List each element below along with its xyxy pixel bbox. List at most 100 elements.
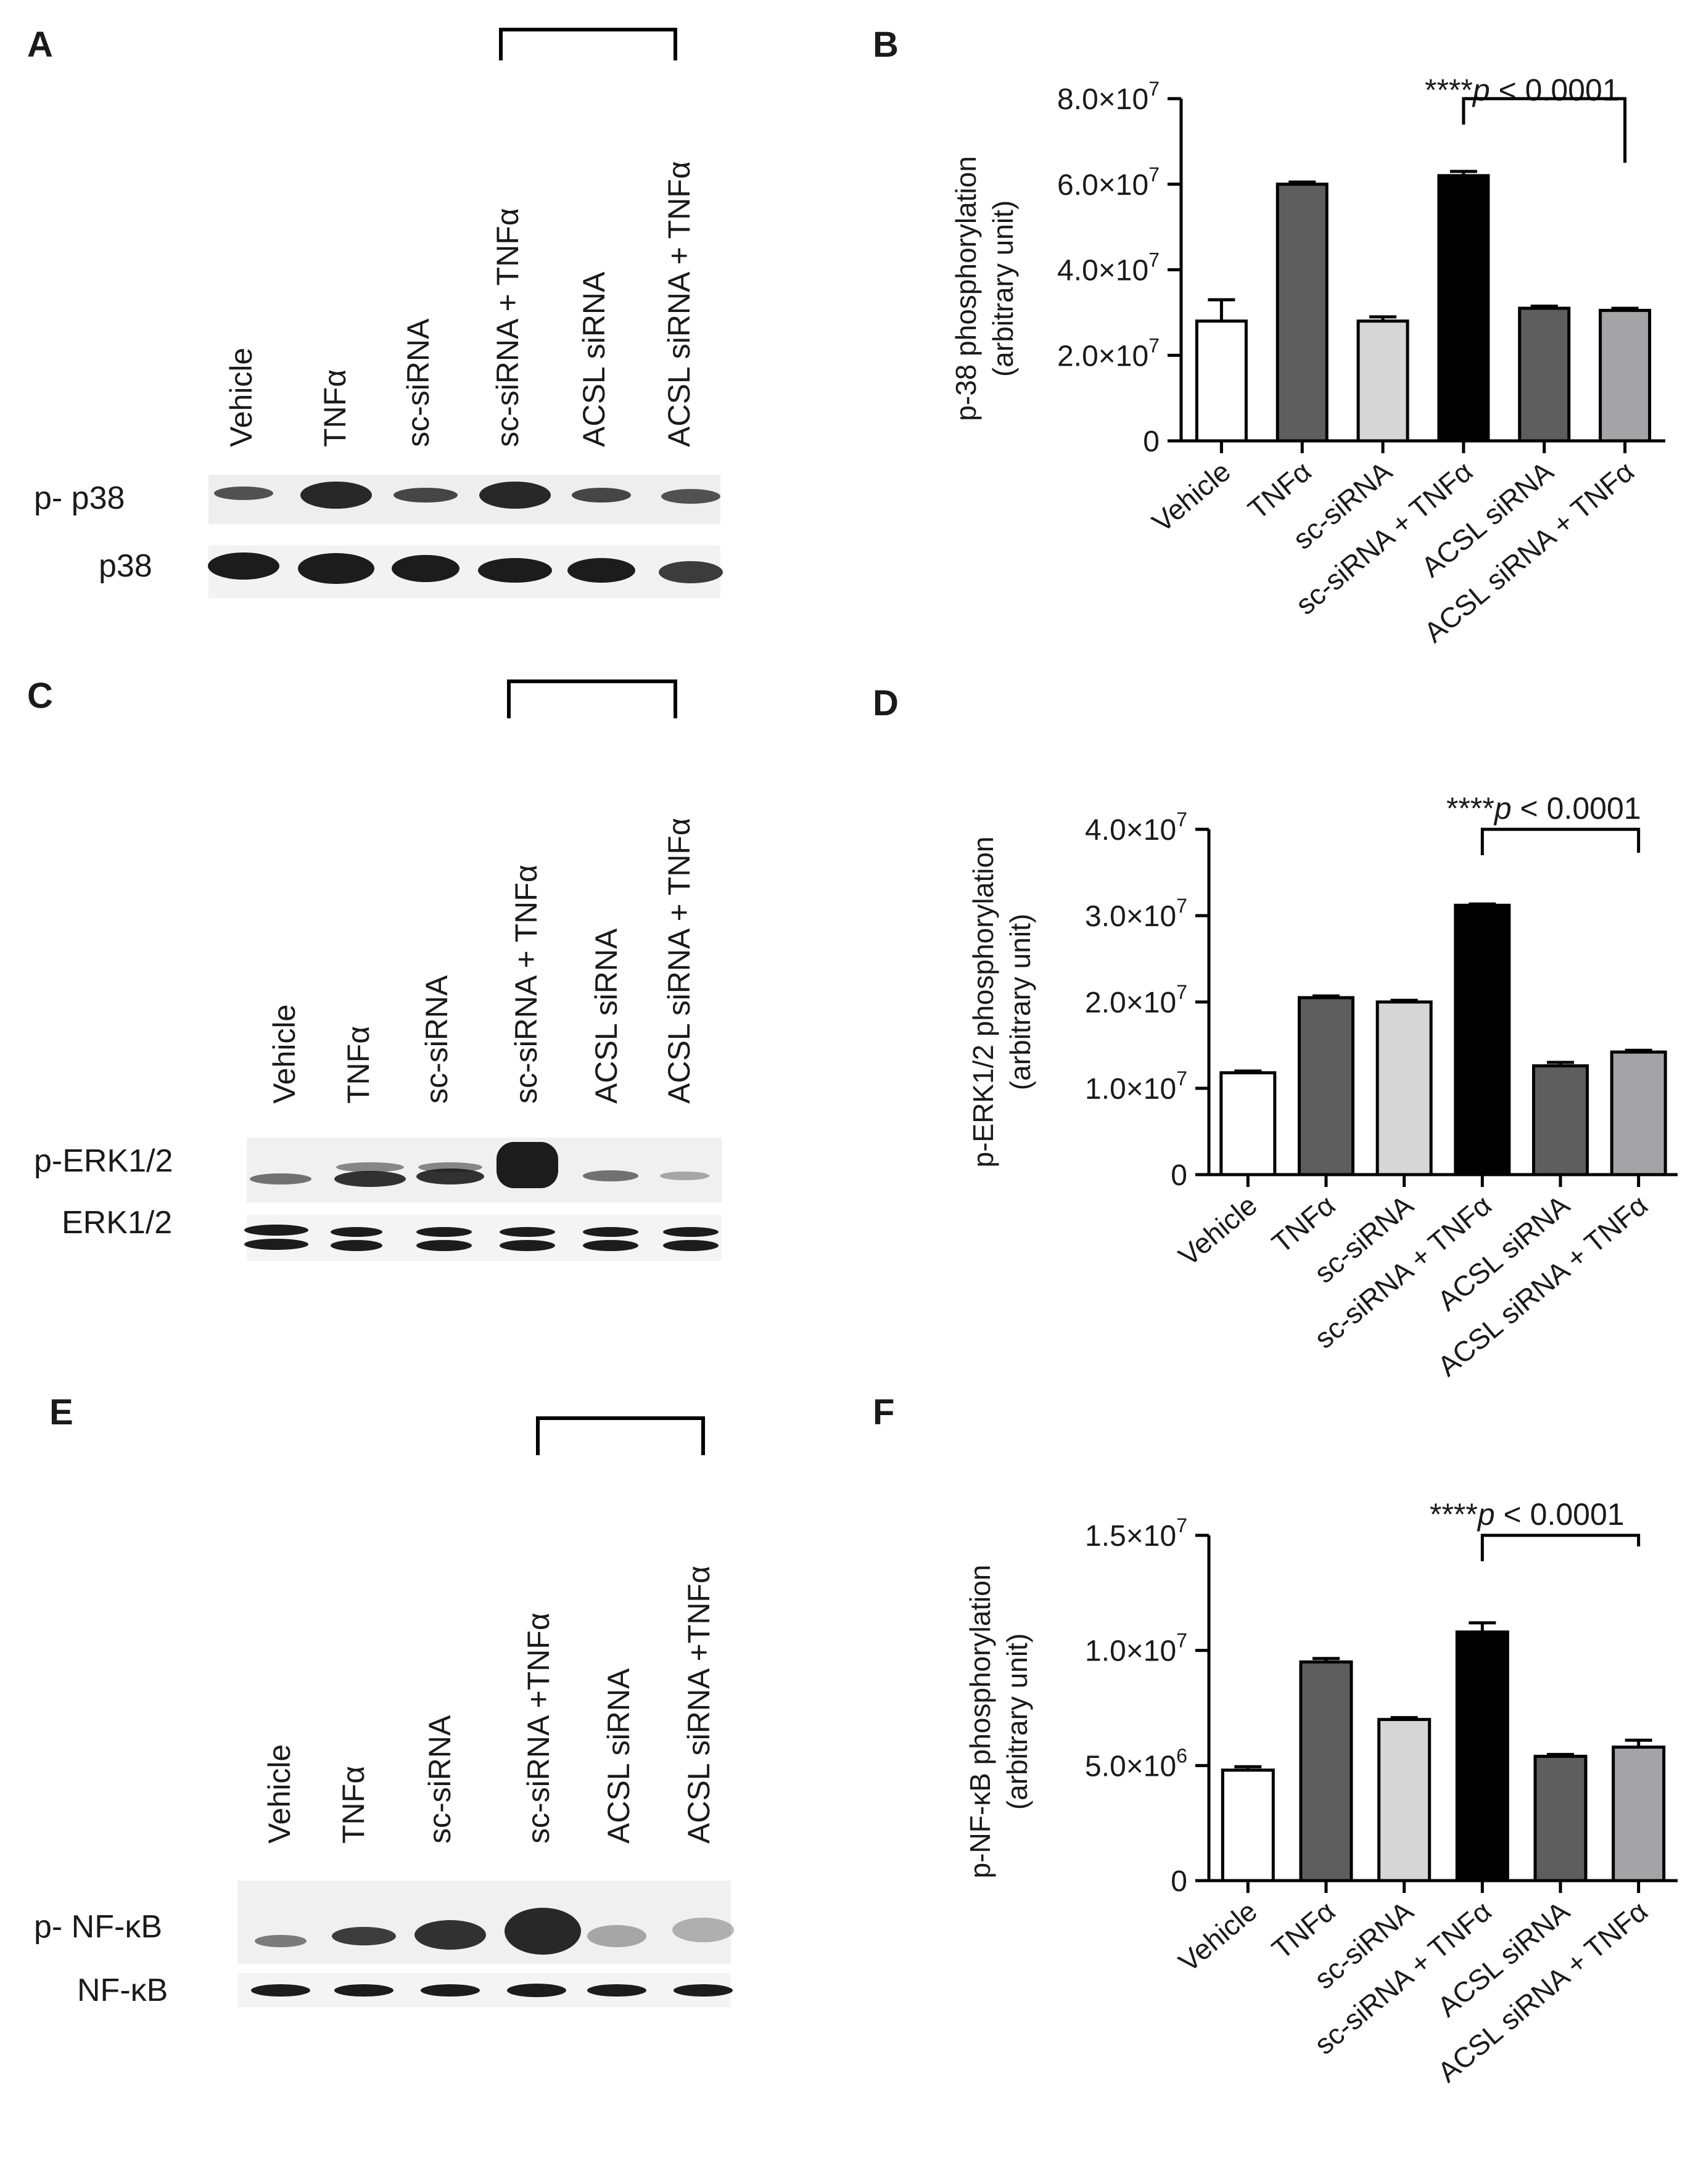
tick-exponent: 7 (1148, 249, 1160, 271)
tick-mantissa: 8.0×10 (1057, 83, 1148, 116)
y-tick-label: 3.0×107 (1085, 895, 1187, 933)
blot-bracket-c (507, 679, 677, 718)
p-symbol: p (1472, 73, 1490, 107)
y-tick-label: 4.0×107 (1085, 808, 1187, 847)
y-tick-label: 8.0×107 (1057, 78, 1160, 116)
band (583, 1240, 638, 1251)
bracket-line (1480, 827, 1641, 855)
tick-exponent: 7 (1176, 895, 1187, 917)
significance-label: ****p < 0.0001 (1425, 73, 1620, 107)
blot-row-label: NF-κB (77, 1973, 168, 2008)
lane-label: Vehicle (262, 1744, 297, 1844)
blot-bracket-e (536, 1416, 705, 1455)
tick-exponent: 7 (1148, 334, 1160, 356)
y-tick-label: 5.0×106 (1085, 1744, 1187, 1783)
band (392, 555, 459, 582)
blot-bands (244, 1142, 719, 1251)
y-axis-label-line1: p-NF-κB phosphorylation (964, 1565, 996, 1879)
lane-label: ACSL siRNA + TNFα (662, 161, 696, 447)
band (331, 1240, 382, 1251)
axes (1179, 99, 1665, 443)
band (214, 486, 273, 500)
lane-label: TNFα (341, 1026, 376, 1104)
significance-stars: **** (1446, 791, 1494, 826)
tick-exponent: 7 (1176, 1630, 1187, 1652)
bar (1437, 174, 1490, 443)
band (500, 1227, 555, 1237)
band (416, 1227, 472, 1237)
bar (1298, 996, 1354, 1176)
band (674, 1984, 733, 1997)
category-label: Vehicle (1146, 455, 1237, 538)
panel-e: E Vehicle TNFα sc-siRNA sc-siRNA +TNFα A… (34, 1392, 734, 2008)
band (244, 1239, 308, 1250)
tick-exponent: 7 (1148, 78, 1160, 100)
band (660, 1172, 709, 1180)
axes (1207, 1535, 1678, 1882)
tick-exponent: 7 (1148, 163, 1160, 186)
bar (1455, 1630, 1509, 1882)
bars (1219, 902, 1667, 1176)
p-value-text: < 0.0001 (1512, 791, 1641, 826)
blot-strip (237, 1881, 731, 1964)
band (416, 1168, 484, 1184)
y-tick-label: 1.5×107 (1085, 1514, 1187, 1553)
tick-mantissa: 5.0×10 (1085, 1750, 1176, 1783)
band (336, 1162, 404, 1172)
chart-d: D ****p < 0.0001 p-ERK1/2 phosphorylatio… (873, 683, 1678, 1382)
bars (1195, 170, 1652, 443)
tick-mantissa: 4.0×10 (1057, 255, 1148, 287)
band (500, 1240, 555, 1251)
blot-strip (247, 1138, 722, 1202)
y-axis-label-line2: (arbitrary unit) (1004, 914, 1036, 1090)
band (394, 488, 458, 503)
bar (1533, 1754, 1588, 1882)
y-tick-label: 1.0×107 (1085, 1630, 1187, 1668)
tick-mantissa: 3.0×10 (1085, 900, 1176, 933)
panel-label-d: D (873, 683, 899, 723)
panel-label-f: F (873, 1392, 894, 1432)
tick-exponent: 7 (1176, 808, 1187, 831)
lane-label: sc-siRNA (401, 318, 435, 447)
y-axis-label: p-NF-κB phosphorylation (arbitrary unit) (964, 1565, 1033, 1879)
significance-label: ****p < 0.0001 (1430, 1497, 1625, 1532)
significance-bracket (1480, 1533, 1641, 1561)
tick-mantissa: 2.0×10 (1085, 987, 1176, 1019)
bar (1518, 306, 1571, 443)
y-axis-label-line1: p-ERK1/2 phosphorylation (967, 837, 999, 1168)
y-axis-label-line2: (arbitrary unit) (1001, 1633, 1033, 1810)
y-ticks: 0 5.0×106 1.0×107 1.5×107 (1085, 1514, 1209, 1898)
lane-label: sc-siRNA +TNFα (521, 1612, 556, 1844)
lane-label: Vehicle (224, 348, 258, 447)
bar (1532, 1064, 1589, 1176)
blot-row-label: p38 (99, 548, 152, 584)
panel-label-b: B (873, 25, 899, 65)
bar (1377, 1718, 1432, 1882)
band (331, 1227, 382, 1237)
band (250, 1173, 311, 1184)
y-axis-label: p-ERK1/2 phosphorylation (arbitrary unit) (967, 837, 1036, 1168)
lane-label: sc-siRNA (422, 1715, 457, 1844)
blot-strip (208, 546, 720, 598)
y-tick-label: 1.0×107 (1085, 1067, 1187, 1106)
lane-label: ACSL siRNA + TNFα (662, 818, 696, 1104)
bar (1356, 319, 1409, 443)
panel-label-a: A (27, 25, 53, 65)
y-tick-label: 6.0×107 (1057, 163, 1160, 202)
band (298, 553, 374, 584)
y-tick-label: 0 (1171, 1865, 1187, 1898)
tick-exponent: 7 (1176, 1067, 1187, 1090)
bars (1221, 1621, 1666, 1882)
lane-label: ACSL siRNA +TNFα (682, 1566, 716, 1844)
bar (1275, 183, 1329, 443)
band (572, 488, 631, 503)
bar (1195, 319, 1248, 443)
band (663, 1227, 719, 1237)
bar (1454, 903, 1511, 1176)
y-tick-label: 0 (1171, 1159, 1187, 1192)
blot-row-label: p- NF-κB (34, 1909, 162, 1945)
